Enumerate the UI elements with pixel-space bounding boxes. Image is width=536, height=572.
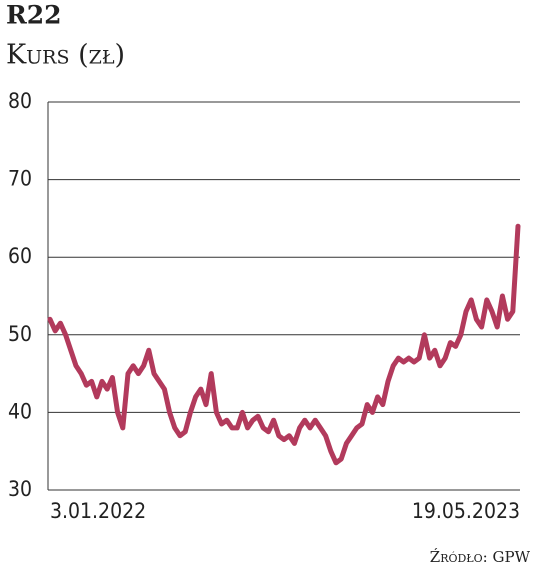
y-tick-label: 30 xyxy=(8,477,32,501)
y-tick-label: 80 xyxy=(8,89,32,113)
chart-title: R22 xyxy=(6,1,62,30)
chart-subtitle: Kurs (zł) xyxy=(6,40,125,71)
y-tick-label: 70 xyxy=(8,167,32,191)
x-tick-label: 19.05.2023 xyxy=(412,499,520,523)
y-tick-label: 50 xyxy=(8,322,32,346)
y-tick-label: 60 xyxy=(8,244,32,268)
price-line xyxy=(47,223,521,466)
x-tick-label: 3.01.2022 xyxy=(50,499,146,523)
source: Źródło: GPW xyxy=(430,548,531,566)
y-tick-label: 40 xyxy=(8,399,32,423)
